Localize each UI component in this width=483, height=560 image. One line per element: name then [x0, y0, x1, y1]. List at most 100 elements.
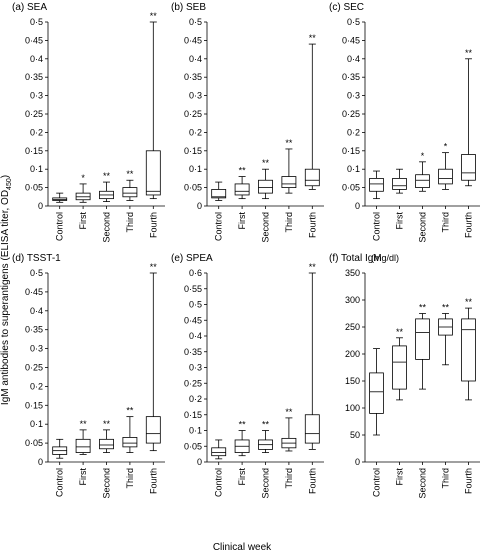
- x-tick-label: Control: [214, 468, 224, 497]
- y-tick-label: 0: [197, 201, 202, 211]
- y-tick-label: 0·1: [189, 426, 202, 436]
- y-label-subscript: 450: [6, 178, 13, 190]
- significance-label: **: [465, 48, 473, 58]
- y-tick-label: 0·3: [30, 344, 43, 354]
- y-tick-label: 0·05: [184, 441, 202, 451]
- panel-title: (e) SPEA: [171, 253, 213, 264]
- y-tick-label: 0·1: [30, 164, 43, 174]
- x-axis-label: Clinical week: [213, 542, 272, 553]
- y-tick-label: 0·45: [25, 287, 43, 297]
- significance-label: *: [81, 173, 85, 183]
- x-tick-label: First: [395, 468, 405, 486]
- y-tick-label: 0·45: [184, 315, 202, 325]
- y-tick-label: 0·05: [25, 438, 43, 448]
- significance-label: **: [103, 419, 111, 429]
- y-tick-label: 0·3: [189, 363, 202, 373]
- y-tick-label: 0·15: [25, 400, 43, 410]
- box: [122, 437, 138, 448]
- significance-label: **: [262, 158, 270, 168]
- y-tick-label: 0·2: [189, 394, 202, 404]
- y-tick-label: 0·05: [342, 183, 360, 193]
- y-tick-label: 0·45: [184, 35, 202, 45]
- x-tick-label: Second: [418, 212, 428, 243]
- y-label-suffix: ): [0, 175, 11, 178]
- significance-label: **: [239, 420, 247, 430]
- box: [304, 414, 320, 444]
- x-tick-label: Second: [102, 468, 112, 499]
- y-tick-label: 0·15: [25, 146, 43, 156]
- x-tick-label: Fourth: [464, 468, 474, 494]
- x-tick-label: Control: [55, 468, 65, 497]
- x-tick-label: Third: [441, 212, 451, 233]
- x-tick-label: Fourth: [307, 468, 317, 494]
- y-tick-label: 250: [345, 322, 360, 332]
- x-tick-label: Control: [55, 212, 65, 241]
- y-tick-label: 0·5: [30, 17, 43, 27]
- y-tick-label: 0: [197, 457, 202, 467]
- x-tick-label: First: [78, 468, 88, 486]
- significance-label: **: [309, 33, 317, 43]
- y-tick-label: 0·05: [184, 183, 202, 193]
- y-tick-label: 0: [355, 201, 360, 211]
- x-tick-label: Control: [372, 212, 382, 241]
- box: [75, 438, 91, 453]
- significance-label: **: [126, 406, 134, 416]
- y-tick-label: 0·3: [30, 91, 43, 101]
- y-tick-label: 0·35: [184, 347, 202, 357]
- box: [145, 416, 161, 444]
- y-tick-label: 0·15: [342, 146, 360, 156]
- y-tick-label: 0·2: [30, 127, 43, 137]
- y-tick-label: 200: [345, 349, 360, 359]
- y-tick-label: 0·45: [342, 35, 360, 45]
- box: [281, 176, 297, 188]
- x-tick-label: First: [237, 468, 247, 486]
- x-tick-label: Control: [214, 212, 224, 241]
- y-tick-label: 0·55: [184, 284, 202, 294]
- x-tick-label: Second: [261, 212, 271, 243]
- y-tick-label: 0·15: [184, 146, 202, 156]
- box: [415, 318, 430, 360]
- box: [461, 154, 476, 181]
- x-tick-label: Second: [418, 468, 428, 499]
- panel-title: (f) Total IgM: [329, 253, 382, 264]
- significance-label: *: [444, 142, 448, 152]
- y-tick-label: 0: [355, 457, 360, 467]
- y-tick-label: 0: [38, 457, 43, 467]
- y-tick-label: 0·45: [25, 35, 43, 45]
- x-tick-label: Second: [261, 468, 271, 499]
- y-tick-label: 0·1: [30, 419, 43, 429]
- x-tick-label: Fourth: [148, 468, 158, 494]
- significance-label: **: [465, 297, 473, 307]
- box: [415, 174, 430, 189]
- y-tick-label: 0·25: [184, 378, 202, 388]
- significance-label: **: [103, 171, 111, 181]
- y-tick-label: 0·2: [189, 127, 202, 137]
- y-tick-label: 0·25: [184, 109, 202, 119]
- x-tick-label: Third: [284, 212, 294, 233]
- box: [304, 168, 320, 187]
- panel-title: (a) SEA: [12, 2, 47, 13]
- y-tick-label: 0·2: [30, 381, 43, 391]
- box: [99, 438, 114, 450]
- y-tick-label: 0·2: [347, 127, 360, 137]
- y-tick-label: 300: [345, 295, 360, 305]
- x-tick-label: Third: [125, 212, 135, 233]
- significance-label: **: [309, 262, 317, 272]
- x-tick-label: Fourth: [464, 212, 474, 238]
- x-tick-label: Control: [372, 468, 382, 497]
- x-tick-label: First: [395, 212, 405, 230]
- significance-label: **: [239, 166, 247, 176]
- y-label-text: IgM antibodies to superantigens (ELISA t…: [0, 190, 11, 405]
- significance-label: **: [396, 327, 404, 337]
- y-tick-label: 100: [345, 403, 360, 413]
- x-tick-label: First: [78, 212, 88, 230]
- panel-title: (c) SEC: [329, 2, 364, 13]
- x-tick-label: Fourth: [307, 212, 317, 238]
- y-tick-label: 150: [345, 376, 360, 386]
- y-tick-label: 0·4: [347, 54, 360, 64]
- y-tick-label: 0·35: [25, 72, 43, 82]
- y-tick-label: 0·35: [342, 72, 360, 82]
- y-tick-label: 0·35: [25, 325, 43, 335]
- box: [461, 318, 476, 382]
- y-tick-label: 0·25: [342, 109, 360, 119]
